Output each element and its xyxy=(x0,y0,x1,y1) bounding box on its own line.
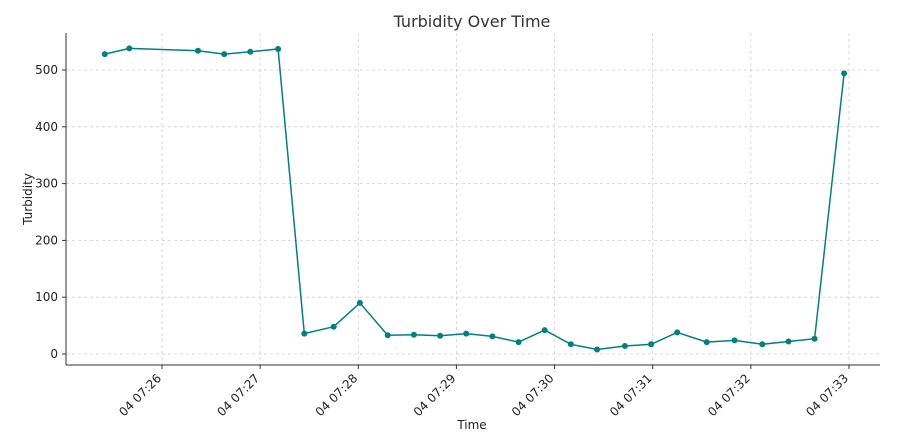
data-point xyxy=(463,330,470,337)
data-point xyxy=(437,332,444,339)
x-tick-label: 04 07:26 xyxy=(116,371,164,419)
series-group xyxy=(101,45,848,353)
data-point xyxy=(101,51,108,58)
data-point xyxy=(221,51,228,58)
chart-title: Turbidity Over Time xyxy=(393,12,551,31)
data-point xyxy=(594,346,601,353)
data-point xyxy=(126,45,133,52)
data-point xyxy=(621,343,628,349)
y-tick-label: 500 xyxy=(35,63,58,77)
data-point xyxy=(541,327,548,334)
data-point xyxy=(356,299,363,306)
data-point xyxy=(410,331,417,338)
data-point xyxy=(384,332,391,339)
data-point xyxy=(301,330,308,337)
y-tick-label: 0 xyxy=(50,347,58,361)
data-point xyxy=(731,337,738,344)
x-axis-label: Time xyxy=(456,418,486,432)
data-point xyxy=(811,335,818,342)
data-point xyxy=(841,70,848,77)
axis-ticks: 0 100 200 300 400 500 04 07:26 04 07:27 04 07:28… xyxy=(35,63,851,419)
data-point xyxy=(759,341,766,348)
x-tick-label: 04 07:32 xyxy=(705,371,753,419)
data-point xyxy=(515,339,522,346)
y-tick-label: 300 xyxy=(35,177,58,191)
data-point xyxy=(489,333,496,340)
data-point xyxy=(275,46,282,52)
x-tick-label: 04 07:29 xyxy=(411,371,459,419)
grid-lines xyxy=(66,33,880,365)
x-tick-label: 04 07:28 xyxy=(313,371,361,419)
data-point xyxy=(567,341,574,348)
y-tick-label: 100 xyxy=(35,290,58,304)
data-point xyxy=(785,338,792,345)
series-line xyxy=(104,47,845,351)
data-point xyxy=(703,339,710,346)
x-tick-label: 04 07:27 xyxy=(214,371,262,419)
data-point xyxy=(674,329,681,336)
x-tick-label: 04 07:30 xyxy=(509,371,557,419)
data-point xyxy=(330,323,337,330)
data-point xyxy=(247,48,254,55)
y-axis-label: Turbidity xyxy=(21,173,35,226)
data-point xyxy=(195,47,201,54)
data-point xyxy=(648,341,655,348)
y-tick-label: 400 xyxy=(35,120,58,134)
x-tick-label: 04 07:31 xyxy=(607,371,655,419)
x-tick-label: 04 07:33 xyxy=(803,371,851,419)
y-tick-label: 200 xyxy=(35,233,58,247)
